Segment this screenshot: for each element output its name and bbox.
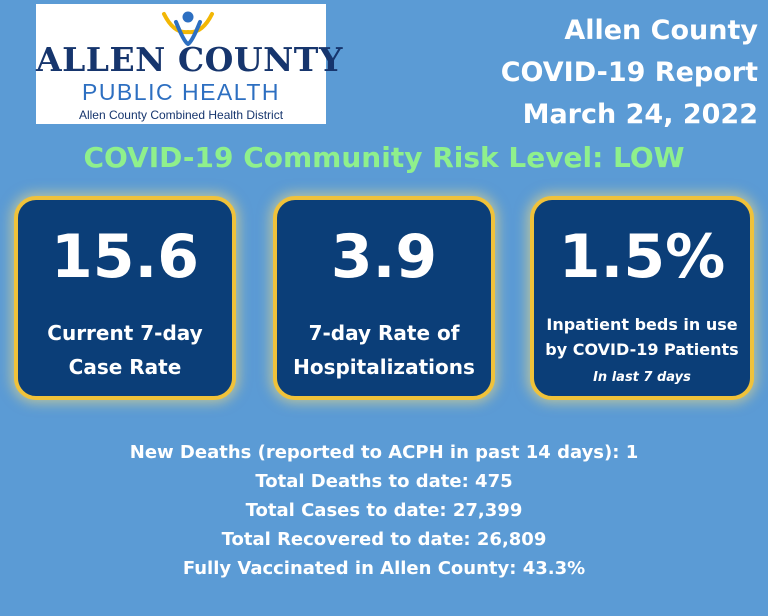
hospitalization-rate-card: 3.9 7-day Rate of Hospitalizations xyxy=(273,196,495,400)
hospitalization-rate-label-line2: Hospitalizations xyxy=(293,355,475,379)
stats-list: New Deaths (reported to ACPH in past 14 … xyxy=(0,438,768,583)
logo-district: Allen County Combined Health District xyxy=(78,108,284,122)
inpatient-beds-label-line1: Inpatient beds in use xyxy=(546,315,738,334)
stat-total-deaths: Total Deaths to date: 475 xyxy=(255,471,513,492)
inpatient-beds-card: 1.5% Inpatient beds in use by COVID-19 P… xyxy=(530,196,754,400)
case-rate-label-line1: Current 7-day xyxy=(47,321,203,345)
report-name: COVID-19 Report xyxy=(500,57,758,88)
case-rate-label-line2: Case Rate xyxy=(68,355,182,379)
case-rate-card: 15.6 Current 7-day Case Rate xyxy=(14,196,236,400)
inpatient-beds-value: 1.5% xyxy=(558,222,726,292)
report-county: Allen County xyxy=(564,15,758,46)
stat-total-recovered: Total Recovered to date: 26,809 xyxy=(221,529,547,550)
person-with-raised-arms-icon xyxy=(162,11,214,46)
logo: ALLEN COUNTY PUBLIC HEALTH Allen County … xyxy=(36,4,343,124)
stat-new-deaths: New Deaths (reported to ACPH in past 14 … xyxy=(129,442,639,463)
report-date: March 24, 2022 xyxy=(522,99,758,130)
hospitalization-rate-label: 7-day Rate of Hospitalizations xyxy=(277,316,491,384)
stat-fully-vaccinated: Fully Vaccinated in Allen County: 43.3% xyxy=(182,558,586,579)
hospitalization-rate-label-line1: 7-day Rate of xyxy=(308,321,460,345)
hospitalization-rate-value: 3.9 xyxy=(330,222,438,292)
logo-subtitle: PUBLIC HEALTH xyxy=(81,79,280,105)
inpatient-beds-label-line2: by COVID-19 Patients xyxy=(545,340,739,359)
report-title: Allen County COVID-19 Report March 24, 2… xyxy=(501,10,758,136)
inpatient-beds-note: In last 7 days xyxy=(593,370,691,385)
stat-total-cases: Total Cases to date: 27,399 xyxy=(245,500,523,521)
case-rate-value: 15.6 xyxy=(50,222,200,292)
case-rate-label: Current 7-day Case Rate xyxy=(18,316,232,384)
risk-level: COVID-19 Community Risk Level: LOW xyxy=(83,141,685,174)
logo-name: ALLEN COUNTY xyxy=(36,40,343,79)
inpatient-beds-label: Inpatient beds in use by COVID-19 Patien… xyxy=(534,312,750,362)
